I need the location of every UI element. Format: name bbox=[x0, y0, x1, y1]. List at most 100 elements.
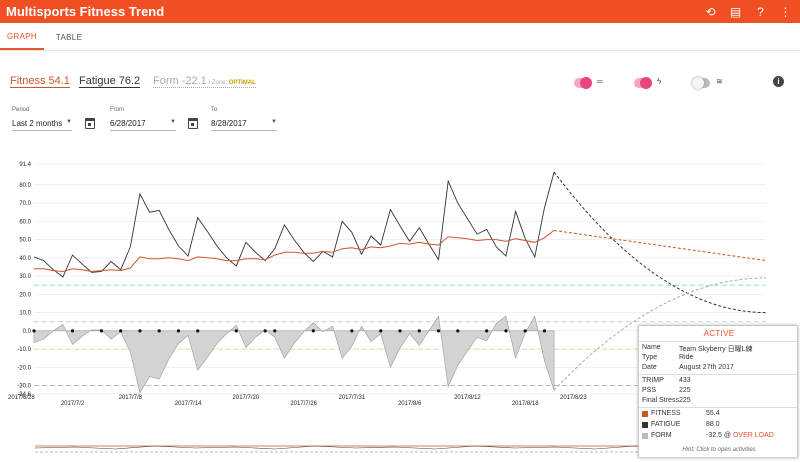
tooltip-value: 225 bbox=[679, 397, 691, 404]
chevron-down-icon: ▼ bbox=[66, 119, 72, 125]
form-value-text: Form -22.1 bbox=[153, 75, 207, 87]
tooltip-title: ACTIVE bbox=[703, 329, 735, 338]
series-line-fitness bbox=[34, 230, 555, 273]
activity-dot bbox=[234, 329, 238, 333]
activity-dot bbox=[273, 329, 277, 333]
activity-dot bbox=[417, 329, 421, 333]
from-label: From bbox=[110, 107, 124, 113]
history-icon[interactable]: ⟲ bbox=[705, 4, 716, 19]
from-value: 6/28/2017 bbox=[110, 119, 176, 131]
power-toggle[interactable] bbox=[634, 77, 652, 89]
tooltip-stat: Final Stress 225 bbox=[642, 397, 796, 406]
tooltip-value: 433 bbox=[679, 377, 691, 384]
calendar-icon[interactable] bbox=[85, 118, 95, 129]
clipboard-icon[interactable]: ▤ bbox=[729, 4, 742, 19]
activity-dot bbox=[350, 329, 354, 333]
tooltip-row: Name Team Skyberry 日曜L練 bbox=[642, 344, 796, 353]
tooltip-value: 55.4 bbox=[706, 410, 720, 417]
activity-dot bbox=[436, 329, 441, 333]
activity-dot bbox=[311, 329, 315, 333]
x-tick-label: 2017/8/23 bbox=[560, 395, 587, 401]
tooltip-key: TRIMP bbox=[642, 377, 664, 384]
tooltip-metric-fitness: FITNESS 55.4 bbox=[642, 410, 796, 419]
y-tick-label: 10.0 bbox=[19, 311, 31, 317]
tooltip-key: Final Stress bbox=[642, 397, 679, 404]
activity-dot bbox=[456, 329, 460, 333]
to-label: To bbox=[211, 107, 218, 113]
tooltip-value: 225 bbox=[679, 387, 691, 394]
x-tick-label: 2017/7/14 bbox=[175, 401, 202, 407]
activity-dot bbox=[99, 329, 104, 333]
y-tick-label: -10.0 bbox=[17, 347, 31, 353]
overload-label: OVER LOAD bbox=[732, 432, 774, 439]
y-tick-label: 40.0 bbox=[19, 256, 31, 262]
tooltip-value: Team Skyberry 日曜L練 bbox=[679, 346, 753, 353]
period-select[interactable]: Period Last 2 months ▼ bbox=[12, 107, 72, 131]
zones-toggle[interactable] bbox=[574, 77, 592, 89]
fatigue-value[interactable]: Fatigue 76.2 bbox=[79, 75, 141, 88]
navigator-fatigue-line bbox=[35, 445, 775, 450]
activity-dot bbox=[398, 329, 402, 333]
y-tick-label: 60.0 bbox=[19, 219, 31, 225]
bolt-icon: ϟ bbox=[657, 77, 662, 86]
swim-icon: ≋ bbox=[716, 77, 723, 86]
tooltip-key: FORM bbox=[651, 432, 672, 439]
activity-dot bbox=[70, 329, 75, 333]
tooltip-key: PSS bbox=[642, 387, 657, 394]
activity-dot bbox=[119, 329, 123, 333]
y-tick-label: -20.0 bbox=[17, 365, 31, 371]
activity-dot bbox=[263, 329, 267, 333]
tab-graph[interactable]: GRAPH bbox=[0, 24, 44, 50]
x-tick-label: 2017/7/31 bbox=[338, 395, 365, 401]
x-tick-label: 2017/7/26 bbox=[290, 401, 317, 407]
from-date-select[interactable]: From 6/28/2017 ▼ bbox=[110, 107, 176, 131]
tab-table[interactable]: TABLE bbox=[55, 32, 83, 42]
activity-dot bbox=[542, 329, 547, 333]
activity-dot bbox=[176, 329, 181, 333]
y-tick-label: 30.0 bbox=[19, 274, 31, 280]
period-value: Last 2 months bbox=[12, 119, 72, 131]
activity-tooltip[interactable]: ACTIVE Name Team Skyberry 日曜L練 Type Ride D… bbox=[638, 325, 799, 458]
period-label: Period bbox=[12, 107, 30, 113]
activity-dot bbox=[485, 329, 489, 333]
x-tick-label: 2017/6/28 bbox=[8, 395, 35, 401]
tooltip-key: FATIGUE bbox=[651, 421, 681, 428]
app-title: Multisports Fitness Trend bbox=[6, 4, 165, 19]
legend-swatch bbox=[642, 411, 648, 417]
projection-line-fatigue bbox=[553, 171, 767, 314]
fitness-value[interactable]: Fitness 54.1 bbox=[10, 75, 70, 88]
form-value[interactable]: Form -22.1 / Zone: OPTIMAL bbox=[153, 75, 256, 88]
info-icon[interactable]: i bbox=[773, 76, 784, 87]
activity-dot bbox=[138, 329, 142, 333]
calendar-icon[interactable] bbox=[188, 118, 198, 129]
y-tick-label: -30.0 bbox=[17, 384, 31, 390]
tooltip-key: FITNESS bbox=[651, 410, 681, 417]
to-value: 8/28/2017 bbox=[211, 119, 277, 131]
help-icon[interactable]: ? bbox=[757, 4, 764, 19]
form-number: -32.5 @ bbox=[706, 432, 733, 439]
swim-toggle[interactable] bbox=[692, 77, 710, 89]
tooltip-metric-form: FORM -32.5 @ OVER LOAD bbox=[642, 432, 796, 441]
activity-dot bbox=[523, 329, 527, 333]
zone-label: / Zone: bbox=[206, 80, 228, 86]
y-tick-label: 0.0 bbox=[23, 329, 32, 335]
y-tick-label: 91.4 bbox=[19, 162, 31, 168]
projection-line-form bbox=[553, 277, 767, 391]
activity-dot bbox=[379, 329, 383, 333]
more-vert-icon[interactable]: ⋮ bbox=[779, 4, 792, 19]
tab-bar: GRAPH TABLE bbox=[0, 24, 800, 51]
to-date-select[interactable]: To 8/28/2017 ▼ bbox=[211, 107, 277, 131]
app-bar: Multisports Fitness Trend ⟲ ▤ ? ⋮ bbox=[0, 0, 800, 23]
x-tick-label: 2017/7/2 bbox=[61, 401, 85, 407]
activity-dot bbox=[504, 329, 508, 333]
dashes-icon: ═ bbox=[597, 77, 603, 86]
y-tick-label: 50.0 bbox=[19, 238, 31, 244]
tooltip-value: Ride bbox=[679, 354, 694, 361]
tooltip-value: August 27th 2017 bbox=[679, 364, 734, 371]
projection-line-fitness bbox=[554, 229, 767, 262]
y-tick-label: 70.0 bbox=[19, 201, 31, 207]
form-area bbox=[33, 315, 555, 394]
tooltip-row: Date August 27th 2017 bbox=[642, 364, 796, 373]
chevron-down-icon: ▼ bbox=[170, 119, 176, 125]
tooltip-hint: Hint: Click to open activities bbox=[682, 447, 756, 453]
